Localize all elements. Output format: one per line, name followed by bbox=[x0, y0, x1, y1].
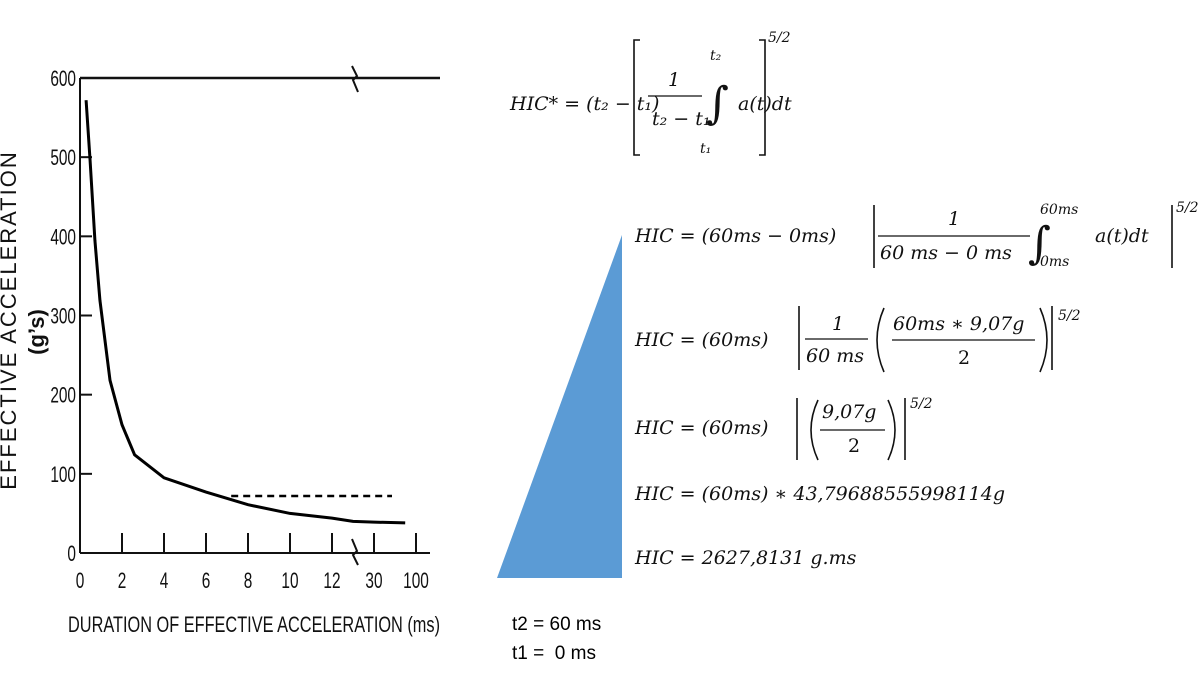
power: 5/2 bbox=[910, 396, 933, 412]
power: 5/2 bbox=[1176, 200, 1199, 216]
step-3: HIC = (60ms) 9,07g 2 5/2 bbox=[634, 396, 933, 461]
numerator: 1 bbox=[668, 69, 680, 91]
integral: ∫ bbox=[1028, 218, 1051, 269]
lower-limit: 0ms bbox=[1040, 254, 1069, 270]
x-axis-label: DURATION OF EFFECTIVE ACCELERATION (ms) bbox=[68, 612, 440, 637]
step-1: HIC = (60ms − 0ms) 1 60 ms − 0 ms ∫ 60ms… bbox=[634, 200, 1199, 270]
upper-limit: t₂ bbox=[710, 48, 722, 64]
denominator: 2 bbox=[958, 347, 970, 369]
y-tick-label: 100 bbox=[50, 463, 76, 487]
denominator: t₂ − t₁ bbox=[652, 108, 711, 130]
denominator: 2 bbox=[848, 435, 860, 457]
paren bbox=[876, 307, 885, 373]
step-4: HIC = (60ms) ∗ 43,79688555998114g bbox=[634, 483, 1005, 505]
integral: ∫ bbox=[706, 78, 729, 129]
power: 5/2 bbox=[1058, 308, 1081, 324]
line bbox=[84, 100, 406, 525]
triangle bbox=[497, 235, 622, 578]
lhs: HIC = (60ms) bbox=[634, 329, 768, 351]
step-5: HIC = 2627,8131 g.ms bbox=[634, 547, 857, 569]
note: t1 = 0 ms bbox=[512, 643, 596, 664]
lower-limit: t₁ bbox=[700, 141, 711, 157]
x-tick-label: 12 bbox=[323, 569, 340, 593]
y-tick-label: 0 bbox=[67, 542, 76, 566]
y-tick-label: 600 bbox=[50, 67, 76, 91]
y-tick-label: 200 bbox=[50, 384, 76, 408]
power: 5/2 bbox=[768, 30, 791, 46]
numerator: 60ms ∗ 9,07g bbox=[893, 313, 1024, 335]
y-tick-label: 500 bbox=[50, 147, 76, 171]
lhs: HIC = (60ms − 0ms) bbox=[634, 225, 836, 247]
upper-limit: 60ms bbox=[1040, 202, 1078, 218]
bracket bbox=[759, 39, 766, 156]
numerator: 1 bbox=[832, 313, 844, 335]
chart: 0 100 200 300 400 500 600 0 2 4 6 8 10 12 30 100 DURATIO… bbox=[0, 65, 440, 637]
x-tick-label: 30 bbox=[365, 569, 382, 593]
denominator: 60 ms bbox=[806, 345, 864, 367]
paren bbox=[887, 399, 896, 461]
x-tick-label: 4 bbox=[160, 569, 169, 593]
numerator: 1 bbox=[948, 208, 960, 230]
x-tick-label: 10 bbox=[281, 569, 298, 593]
paren bbox=[810, 399, 819, 461]
x-tick-label: 100 bbox=[403, 569, 429, 593]
integrand: a(t)dt bbox=[1095, 225, 1149, 247]
x-tick-label: 0 bbox=[76, 569, 85, 593]
lhs: HIC = (60ms) bbox=[634, 417, 768, 439]
step-2: HIC = (60ms) 1 60 ms 60ms ∗ 9,07g 2 5/2 bbox=[634, 306, 1081, 373]
x-tick-label: 8 bbox=[244, 569, 253, 593]
axis-break bbox=[351, 65, 359, 93]
denominator: 60 ms − 0 ms bbox=[880, 242, 1012, 264]
y-axis-label: EFFECTIVE ACCELERATION bbox=[0, 150, 21, 489]
y-axis-unit: (g’s) bbox=[24, 309, 49, 355]
x-tick-label: 6 bbox=[202, 569, 211, 593]
note: t2 = 60 ms bbox=[512, 614, 601, 635]
y-tick-label: 300 bbox=[50, 305, 76, 329]
bracket bbox=[633, 39, 640, 156]
numerator: 9,07g bbox=[822, 401, 876, 423]
x-tick-label: 2 bbox=[118, 569, 127, 593]
axis-break bbox=[351, 538, 359, 566]
lhs: HIC* = (t₂ − t₁) bbox=[509, 93, 659, 115]
y-tick-label: 400 bbox=[50, 226, 76, 250]
paren bbox=[1039, 307, 1048, 373]
hic-definition: HIC* = (t₂ − t₁) 1 t₂ − t₁ ∫ t₂ t₁ a(t)d… bbox=[509, 30, 792, 157]
